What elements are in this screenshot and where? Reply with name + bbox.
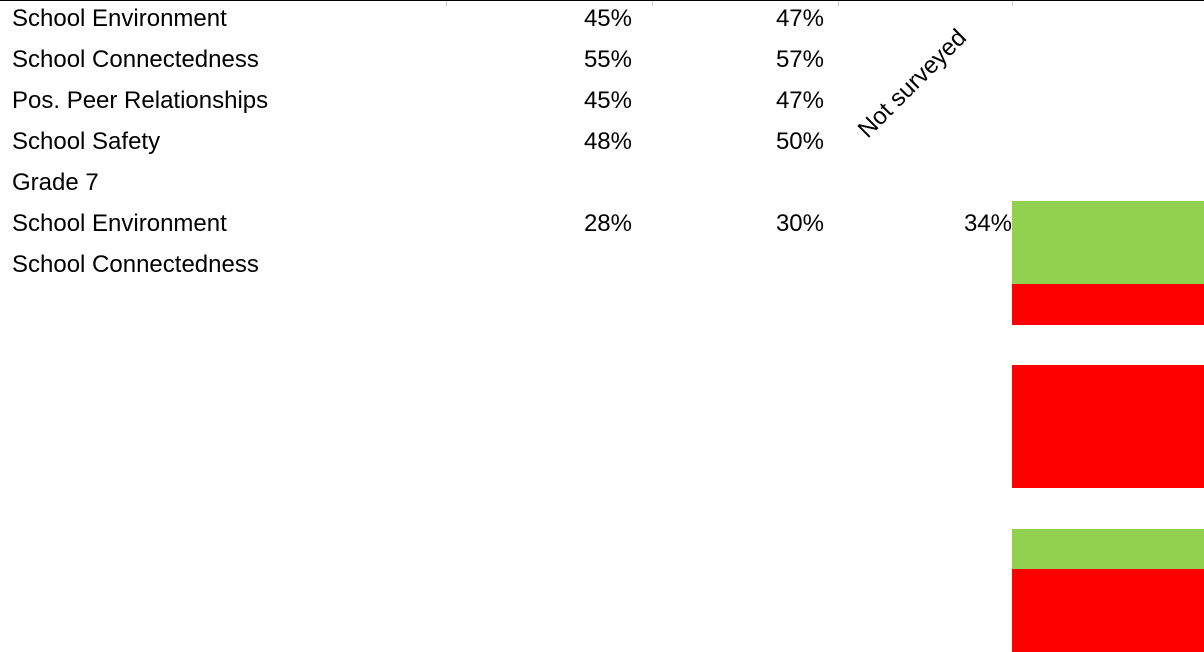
row-label: School Environment	[12, 210, 227, 237]
row-value-1: 45%	[583, 87, 632, 114]
column-tick	[652, 1, 653, 6]
row-value-2: 57%	[775, 46, 824, 73]
row-label: School Safety	[12, 128, 161, 155]
color-block	[1012, 529, 1204, 569]
row-value-1: 48%	[583, 128, 632, 155]
color-block	[1012, 201, 1204, 284]
top-rule	[0, 0, 1204, 1]
row-value-1: 45%	[583, 5, 632, 32]
column-tick	[1012, 1, 1013, 6]
row-value-3: 34%	[963, 210, 1012, 237]
column-tick	[446, 1, 447, 6]
color-block	[1012, 284, 1204, 325]
row-value-1: 55%	[583, 46, 632, 73]
section-heading: Grade 7	[12, 169, 99, 196]
row-label: Pos. Peer Relationships	[12, 87, 269, 114]
row-value-1: 28%	[583, 210, 632, 237]
row-value-2: 30%	[775, 210, 824, 237]
row-label: School Connectedness	[12, 46, 259, 73]
row-value-2: 47%	[775, 5, 824, 32]
row-value-2: 47%	[775, 87, 824, 114]
not-surveyed-note: Not surveyed	[852, 24, 972, 144]
row-label: School Environment	[12, 5, 227, 32]
row-value-2: 50%	[775, 128, 824, 155]
row-label: School Connectedness	[12, 251, 259, 278]
color-block	[1012, 569, 1204, 652]
color-block	[1012, 365, 1204, 488]
column-tick	[838, 1, 839, 6]
